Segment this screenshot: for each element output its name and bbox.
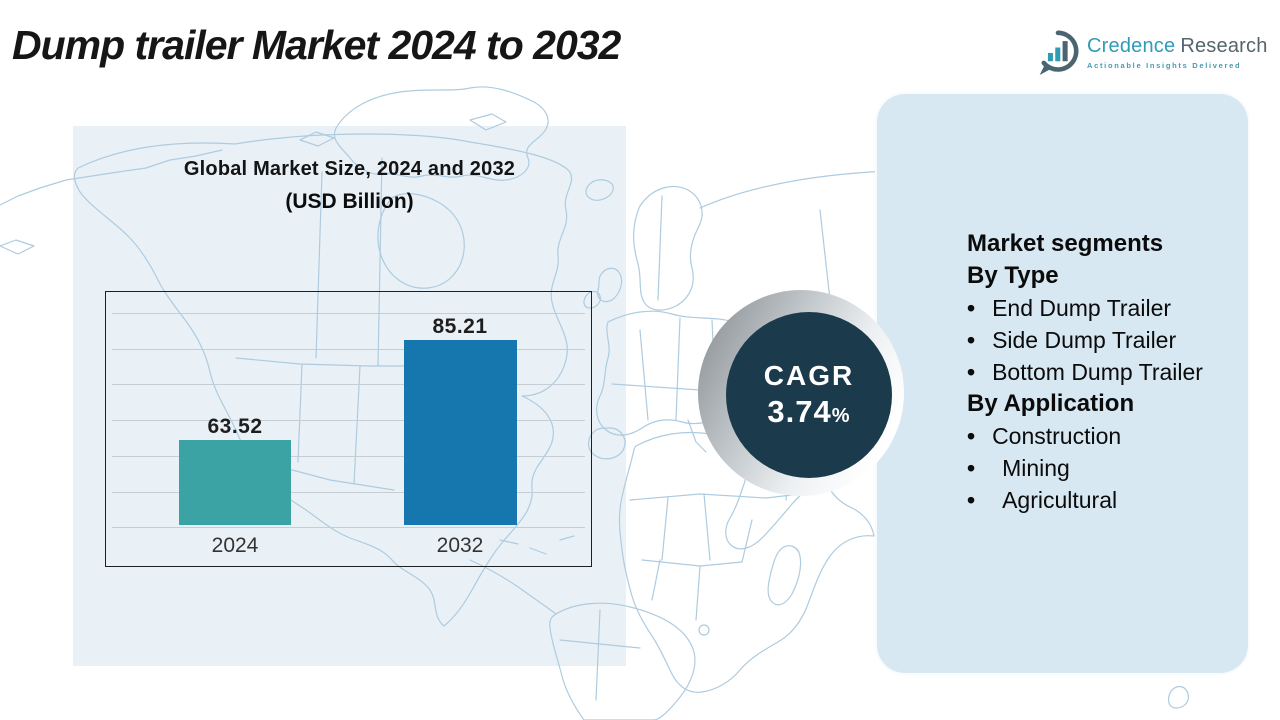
map-scandinavia <box>632 185 703 311</box>
bar-2024 <box>179 440 291 525</box>
cagr-label: CAGR <box>763 360 855 392</box>
bar-value-label-2024: 63.52 <box>207 415 263 438</box>
x-axis-label-2024: 2024 <box>211 534 259 557</box>
map-madagascar <box>767 545 802 606</box>
gridline <box>112 527 585 528</box>
segments-by-application-title: By Application <box>967 390 1135 417</box>
company-logo: Credence Research Actionable Insights Del… <box>1036 30 1268 76</box>
segments-heading: Market segments <box>967 230 1164 257</box>
bar-value-label-2032: 85.21 <box>432 315 488 338</box>
chart-title: Global Market Size, 2024 and 2032 <box>183 158 516 180</box>
logo-name-research: Research <box>1180 35 1268 57</box>
segments-by-type-title: By Type <box>967 262 1059 289</box>
cagr-value: 3.74% <box>767 393 851 429</box>
gridline <box>112 313 585 314</box>
logo-text: Credence Research Actionable Insights Del… <box>1087 30 1268 70</box>
segment-item-side-dump: Side Dump Trailer <box>967 324 1229 356</box>
segment-item-agricultural: Agricultural <box>967 484 1229 516</box>
percent-sign: % <box>831 404 851 427</box>
logo-tagline: Actionable Insights Delivered <box>1087 61 1242 70</box>
x-axis-label-2032: 2032 <box>436 534 484 557</box>
logo-name-credence: Credence <box>1087 35 1176 57</box>
chart-subtitle: (USD Billion) <box>285 190 414 213</box>
segment-item-construction: Construction <box>967 420 1229 452</box>
cagr-circle: CAGR 3.74% <box>726 312 892 478</box>
page-title: Dump trailer Market 2024 to 2032 <box>12 22 621 68</box>
bar-2032 <box>404 340 517 525</box>
segment-item-mining: Mining <box>967 452 1229 484</box>
segment-item-bottom-dump: Bottom Dump Trailer <box>967 356 1229 388</box>
bar-chart-plot-area: 63.52 85.21 2024 2032 <box>105 291 592 567</box>
logo-name: Credence Research <box>1087 35 1268 58</box>
bar-chart-logo-icon <box>1039 30 1079 75</box>
segment-item-end-dump: End Dump Trailer <box>967 292 1229 324</box>
segments-panel: Market segments By Type End Dump Trailer… <box>875 92 1250 675</box>
segments-content: Market segments By Type End Dump Trailer… <box>967 228 1229 516</box>
